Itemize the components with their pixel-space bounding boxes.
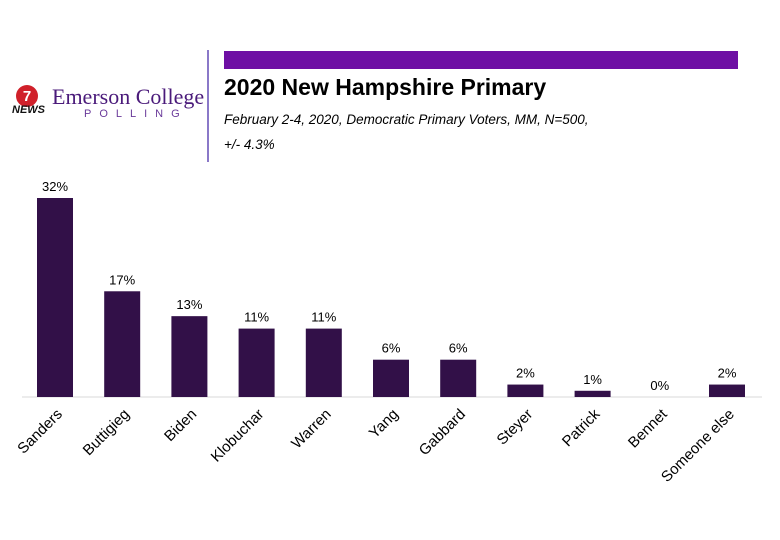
x-tick-label: Warren <box>288 406 334 452</box>
badge-circle <box>16 85 38 107</box>
logo-college-name: Emerson College <box>52 84 205 109</box>
data-label: 0% <box>650 378 669 393</box>
logo-polling-text: POLLING <box>84 108 188 120</box>
chart-title: 2020 New Hampshire Primary <box>224 74 547 100</box>
data-label: 6% <box>449 341 468 356</box>
data-label: 13% <box>176 297 202 312</box>
chart-subtitle-line2: +/- 4.3% <box>224 137 275 152</box>
x-tick-label: Bennet <box>625 405 671 451</box>
data-label: 2% <box>718 366 737 381</box>
news-badge-icon: 7 <box>16 85 38 107</box>
bar <box>440 359 477 397</box>
bar <box>507 384 544 397</box>
bar <box>37 198 73 397</box>
bar <box>574 390 611 397</box>
bar <box>305 328 342 397</box>
bar <box>171 316 208 397</box>
bar <box>373 359 409 397</box>
data-label: 11% <box>311 310 336 325</box>
chart-subtitle-line1: February 2-4, 2020, Democratic Primary V… <box>224 112 589 127</box>
bar <box>238 328 275 397</box>
bar <box>104 291 141 397</box>
x-tick-label: Steyer <box>494 406 537 449</box>
header-divider <box>207 50 209 162</box>
data-label: 17% <box>109 272 135 287</box>
data-label: 2% <box>516 366 535 381</box>
x-tick-label: Gabbard <box>416 406 469 459</box>
badge-number: 7 <box>23 88 31 105</box>
x-tick-label: Sanders <box>14 406 66 458</box>
x-tick-label: Klobuchar <box>208 406 268 466</box>
x-tick-label: Biden <box>161 406 200 445</box>
x-tick-label: Patrick <box>559 405 604 450</box>
emerson-logo: 7 NEWS Emerson College POLLING <box>8 84 204 124</box>
logo-news-text: NEWS <box>12 104 45 116</box>
data-label: 32% <box>42 179 68 194</box>
data-label: 1% <box>583 372 602 387</box>
x-tick-label: Yang <box>366 406 402 442</box>
data-label: 6% <box>382 341 401 356</box>
bar <box>709 384 745 397</box>
data-label: 11% <box>244 310 269 325</box>
title-accent-bar <box>224 51 738 69</box>
x-tick-label: Buttigieg <box>80 406 133 459</box>
